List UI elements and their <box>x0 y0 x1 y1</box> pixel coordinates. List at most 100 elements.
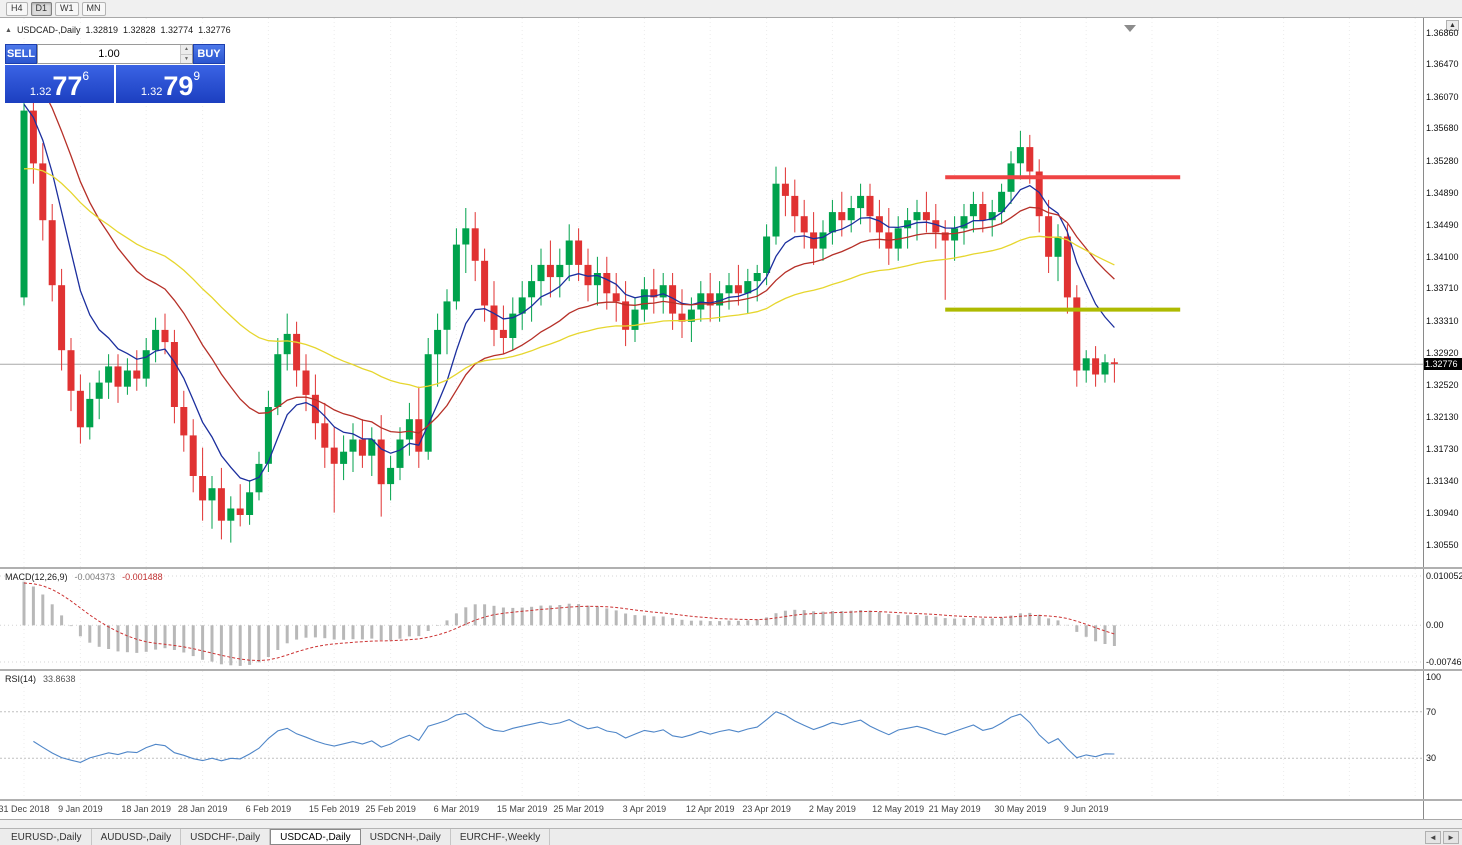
date-axis-label: 23 Apr 2019 <box>742 804 791 814</box>
date-axis-label: 15 Feb 2019 <box>308 804 360 814</box>
price-axis-label: 1.30550 <box>1426 540 1459 551</box>
date-axis-label: 25 Mar 2019 <box>553 804 604 814</box>
price-axis-label: 1.31340 <box>1426 475 1459 486</box>
macd-axis-label: 0.010052 <box>1426 571 1462 581</box>
volume-up-icon[interactable]: ▲ <box>181 45 192 54</box>
date-axis-label: 3 Apr 2019 <box>622 804 667 814</box>
timeframe-toolbar: H4 D1 W1 MN <box>0 0 1462 18</box>
ohlc-open-value: 1.32819 <box>85 25 118 35</box>
price-axis-label: 1.36470 <box>1426 59 1459 70</box>
price-axis-label: 1.35280 <box>1426 155 1459 166</box>
date-axis-label: 12 Apr 2019 <box>685 804 735 814</box>
chart-shift-marker <box>1124 25 1136 32</box>
sell-price-prefix: 1.32 <box>29 86 52 98</box>
price-axis-label: 1.36860 <box>1426 27 1459 38</box>
buy-button[interactable]: BUY <box>193 44 225 64</box>
rsi-title: RSI(14) <box>5 674 37 684</box>
main-chart-panel[interactable]: ▲ USDCAD-,Daily 1.32819 1.32828 1.32774 … <box>0 18 1423 567</box>
sell-price-box[interactable]: 1.32 77 6 <box>5 65 114 103</box>
timeframe-h4-button[interactable]: H4 <box>6 1 28 16</box>
tab-usdcad-daily[interactable]: USDCAD-,Daily <box>270 829 361 845</box>
macd-canvas[interactable] <box>0 569 1423 669</box>
one-click-trading-panel: SELL ▲ ▼ BUY 1.32 77 6 1.32 <box>5 44 225 103</box>
candlestick-chart-canvas[interactable] <box>0 18 1423 567</box>
date-axis-label: 9 Jan 2019 <box>58 804 103 814</box>
macd-axis-label: 0.00 <box>1426 620 1444 631</box>
chart-ohlc-header: ▲ USDCAD-,Daily 1.32819 1.32828 1.32774 … <box>5 25 231 35</box>
ohlc-high-value: 1.32828 <box>123 25 156 35</box>
macd-main-value: -0.004373 <box>74 572 116 582</box>
tab-eurusd-daily[interactable]: EURUSD-,Daily <box>2 829 92 845</box>
ohlc-low-value: 1.32774 <box>160 25 194 35</box>
date-axis-label: 6 Feb 2019 <box>245 804 292 814</box>
rsi-canvas[interactable] <box>0 671 1423 799</box>
price-axis-label: 1.33310 <box>1426 315 1459 326</box>
rsi-axis[interactable]: 100 70 30 <box>1423 671 1462 799</box>
price-axis-label: 1.32520 <box>1426 380 1459 391</box>
volume-input[interactable] <box>38 45 180 63</box>
macd-title: MACD(12,26,9) <box>5 572 68 582</box>
sell-price-pips: 77 <box>52 71 83 101</box>
tab-usdchf-daily[interactable]: USDCHF-,Daily <box>181 829 271 845</box>
date-axis-label: 25 Feb 2019 <box>365 804 416 814</box>
tabs-scroll-left-icon[interactable]: ◄ <box>1425 830 1441 844</box>
macd-indicator-panel[interactable]: MACD(12,26,9) -0.004373 -0.001488 <box>0 569 1423 669</box>
date-axis-label: 2 May 2019 <box>808 804 856 814</box>
macd-signal-value: -0.001488 <box>122 572 163 582</box>
date-axis-label: 28 Jan 2019 <box>177 804 228 814</box>
timeframe-mn-button[interactable]: MN <box>81 1 106 16</box>
price-axis-label: 1.34890 <box>1426 187 1459 198</box>
sell-button[interactable]: SELL <box>5 44 37 64</box>
price-axis-label: 1.33710 <box>1426 283 1459 294</box>
scroll-up-button[interactable]: ▲ <box>1446 20 1459 31</box>
rsi-value: 33.8638 <box>43 674 76 684</box>
buy-price-box[interactable]: 1.32 79 9 <box>116 65 225 103</box>
date-axis-label: 30 May 2019 <box>994 804 1047 814</box>
price-axis-label: 1.36070 <box>1426 91 1459 102</box>
timeframe-w1-button[interactable]: W1 <box>55 1 79 16</box>
price-axis-label: 1.31730 <box>1426 444 1459 455</box>
one-click-collapse-icon[interactable]: ▲ <box>5 26 12 34</box>
date-axis-label: 6 Mar 2019 <box>433 804 480 814</box>
rsi-axis-label: 70 <box>1426 706 1437 717</box>
date-axis-label: 18 Jan 2019 <box>121 804 171 814</box>
date-axis-label: 12 May 2019 <box>872 804 925 814</box>
volume-down-icon[interactable]: ▼ <box>181 53 192 63</box>
chart-symbol-label: USDCAD-,Daily <box>16 25 81 35</box>
rsi-axis-label: 100 <box>1426 672 1442 682</box>
price-axis[interactable]: ▲ 1.36860 1.36470 1.36070 1.35680 1.35280 1.3… <box>1423 18 1462 567</box>
volume-field-wrap: ▲ ▼ <box>37 44 193 64</box>
current-price-badge: 1.32776 <box>1424 358 1462 371</box>
panel-splitter[interactable] <box>0 669 1462 671</box>
panel-splitter[interactable] <box>0 799 1462 801</box>
buy-price-prefix: 1.32 <box>140 86 163 98</box>
date-axis-label: 21 May 2019 <box>928 804 981 814</box>
price-axis-label: 1.34100 <box>1426 251 1459 262</box>
macd-axis[interactable]: 0.010052 0.00 -0.007469 <box>1423 569 1462 669</box>
date-axis-label: 9 Jun 2019 <box>1063 804 1109 814</box>
macd-header: MACD(12,26,9) -0.004373 -0.001488 <box>5 572 163 582</box>
sell-price-point: 6 <box>82 69 90 83</box>
volume-spinner: ▲ ▼ <box>180 45 192 63</box>
panel-splitter[interactable] <box>0 567 1462 569</box>
price-axis-label: 1.35680 <box>1426 123 1459 134</box>
rsi-indicator-panel[interactable]: RSI(14) 33.8638 <box>0 671 1423 799</box>
rsi-header: RSI(14) 33.8638 <box>5 674 76 684</box>
date-axis[interactable]: 31 Dec 2018 9 Jan 2019 18 Jan 2019 28 Jan 2… <box>0 801 1423 819</box>
price-axis-label: 1.32130 <box>1426 411 1459 422</box>
window-bottom-strip <box>0 819 1462 828</box>
rsi-axis-label: 30 <box>1426 753 1437 764</box>
tab-eurchf-weekly[interactable]: EURCHF-,Weekly <box>451 829 551 845</box>
axis-corner <box>1423 801 1462 819</box>
tab-scroll-buttons: ◄ ► <box>1425 829 1462 845</box>
tab-usdcnh-daily[interactable]: USDCNH-,Daily <box>361 829 451 845</box>
date-axis-label: 31 Dec 2018 <box>0 804 50 814</box>
date-axis-label: 15 Mar 2019 <box>496 804 548 814</box>
buy-price-pips: 79 <box>163 71 194 101</box>
timeframe-d1-button[interactable]: D1 <box>30 1 53 16</box>
price-axis-label: 1.34490 <box>1426 220 1459 231</box>
tab-audusd-daily[interactable]: AUDUSD-,Daily <box>92 829 182 845</box>
tabs-scroll-right-icon[interactable]: ► <box>1443 830 1459 844</box>
macd-axis-label: -0.007469 <box>1426 657 1462 667</box>
